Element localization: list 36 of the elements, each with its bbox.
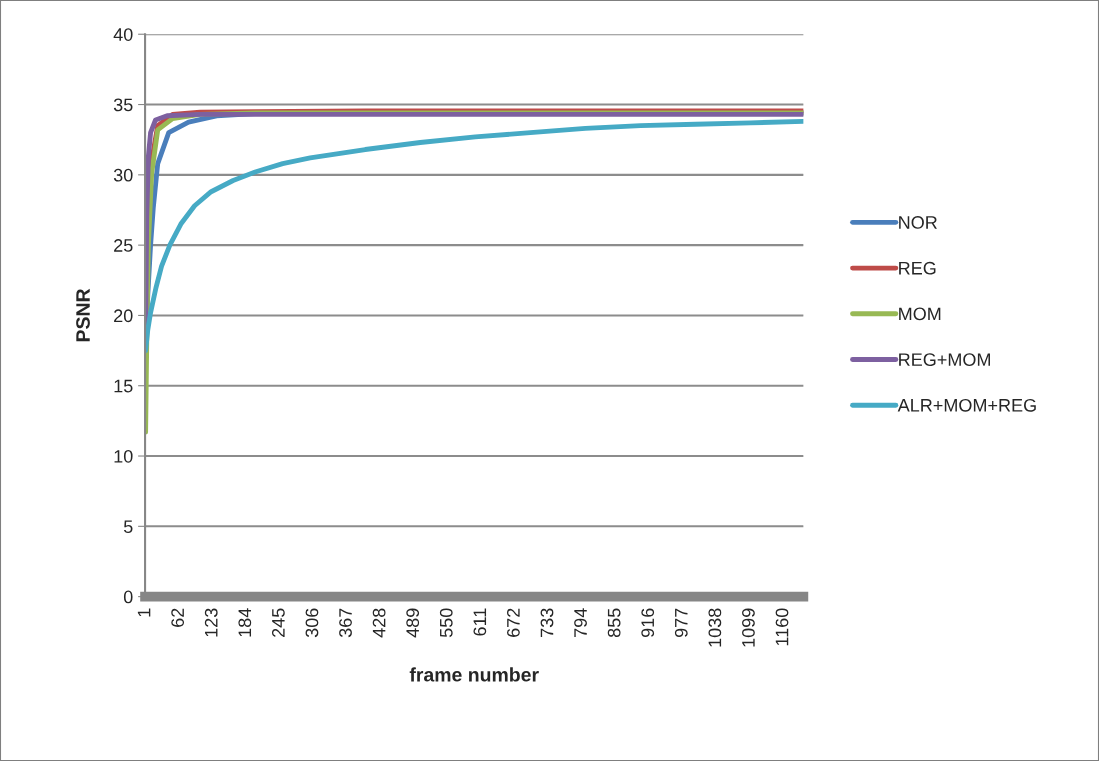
x-tick-label: 1038	[708, 608, 722, 647]
x-tick-label: 672	[507, 608, 520, 637]
x-tick-label: 733	[540, 608, 554, 637]
y-tick-label: 25	[114, 239, 133, 252]
y-tick-label: 30	[113, 168, 133, 182]
legend-label: REG+MOM	[899, 353, 990, 366]
x-tick-label: 428	[372, 608, 386, 638]
legend-label: MOM	[899, 307, 941, 321]
legend-label: REG	[899, 261, 936, 275]
x-tick-label: 916	[641, 608, 655, 638]
y-tick-label: 35	[113, 98, 133, 112]
x-tick-label: 62	[171, 608, 185, 627]
y-tick-label: 10	[114, 449, 133, 463]
legend-label: ALR+MOM+REG	[897, 398, 1036, 412]
y-tick-label: 15	[114, 379, 133, 393]
x-axis-title: frame number	[409, 667, 539, 682]
x-tick-label: 1	[137, 608, 151, 617]
y-tick-label: 5	[123, 520, 133, 534]
y-tick-label: 20	[114, 309, 133, 323]
legend-label: NOR	[899, 216, 937, 229]
x-tick-label: 367	[339, 608, 352, 638]
x-tick-label: 184	[238, 608, 252, 637]
x-tick-label: 123	[204, 608, 218, 637]
x-tick-label: 245	[271, 608, 285, 637]
y-tick-label: 40	[113, 28, 133, 41]
y-tick-label: 0	[123, 590, 133, 604]
x-tick-label: 794	[574, 608, 587, 637]
x-tick-label: 550	[439, 608, 453, 638]
x-tick-label: 977	[674, 608, 688, 638]
x-tick-label: 489	[406, 608, 420, 638]
x-tick-label: 855	[607, 608, 621, 638]
x-tick-label: 1099	[742, 608, 755, 647]
x-tick-label: 611	[473, 608, 487, 636]
x-tick-label: 306	[305, 608, 319, 638]
y-axis-title: PSNR	[76, 288, 90, 342]
x-tick-label: 1160	[775, 608, 789, 646]
